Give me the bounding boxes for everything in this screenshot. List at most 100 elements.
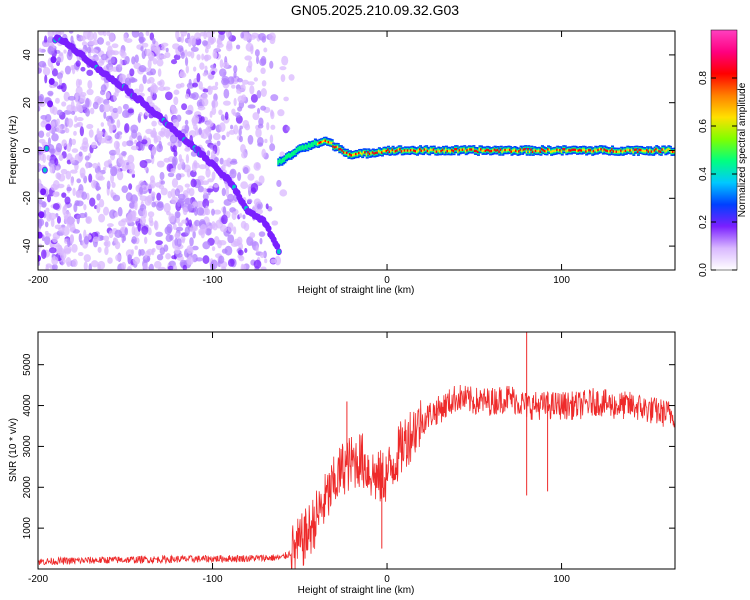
- track-band-peak: [598, 147, 602, 151]
- track-band-peak: [579, 148, 583, 152]
- noise-speckle: [59, 250, 67, 260]
- noise-speckle: [202, 72, 208, 77]
- noise-speckle: [123, 33, 128, 42]
- noise-speckle: [130, 78, 138, 83]
- colorbar-ticks: 0.0 0.2 0.4 0.6 0.8: [698, 71, 737, 277]
- track-band-peak: [376, 151, 380, 154]
- noise-speckle: [115, 254, 122, 262]
- track-band-peak: [545, 150, 549, 153]
- track-band-peak: [511, 149, 515, 153]
- track-band-peak: [316, 142, 320, 146]
- track-band-peak: [324, 139, 328, 142]
- noise-speckle: [249, 34, 257, 40]
- noise-speckle: [56, 124, 62, 134]
- noise-speckle: [202, 255, 210, 264]
- noise-speckle: [269, 143, 276, 152]
- noise-speckle: [89, 107, 95, 115]
- track-band-peak: [588, 148, 592, 152]
- noise-speckle: [247, 81, 255, 86]
- noise-speckle: [126, 212, 135, 223]
- track-band-peak: [403, 149, 407, 152]
- noise-speckle: [65, 170, 72, 180]
- track-band-peak: [568, 149, 572, 152]
- track-band-peak: [533, 148, 537, 152]
- track-band-core: [286, 153, 290, 159]
- noise-speckle: [91, 141, 97, 149]
- noise-speckle: [85, 108, 91, 117]
- noise-speckle: [244, 123, 251, 131]
- noise-speckle: [66, 261, 71, 267]
- track-band-peak: [367, 151, 371, 154]
- track-band-peak: [326, 140, 330, 144]
- noise-speckle: [58, 154, 64, 161]
- noise-speckle: [42, 66, 51, 76]
- noise-speckle: [228, 129, 236, 135]
- snr-ylabel: SNR (10 * v/v): [8, 418, 19, 482]
- track-band-peak: [563, 148, 567, 151]
- noise-speckle: [114, 229, 123, 238]
- track-band-peak: [586, 149, 590, 152]
- noise-speckle: [82, 31, 91, 40]
- noise-speckle: [108, 32, 115, 43]
- noise-speckle: [170, 104, 175, 111]
- noise-speckle: [142, 74, 147, 84]
- noise-speckle: [61, 82, 67, 93]
- noise-speckle: [70, 35, 74, 44]
- noise-speckle: [156, 58, 164, 67]
- noise-speckle: [204, 205, 209, 216]
- noise-speckle: [196, 54, 201, 61]
- colorbar-tick-label: 0.8: [698, 71, 709, 85]
- track-band-peak: [397, 148, 401, 151]
- track-band-peak: [355, 152, 359, 156]
- noise-speckle: [286, 126, 291, 132]
- noise-speckle: [240, 220, 247, 229]
- noise-speckle: [88, 173, 93, 183]
- track-band-peak: [425, 147, 429, 151]
- noise-speckle: [226, 40, 233, 50]
- noise-speckle: [184, 119, 189, 126]
- noise-speckle: [185, 154, 190, 164]
- noise-speckle: [242, 167, 249, 174]
- noise-speckle: [113, 237, 117, 244]
- noise-speckle: [244, 247, 248, 254]
- noise-speckle: [46, 194, 52, 203]
- track-band-peak: [556, 148, 560, 151]
- noise-speckle: [63, 49, 67, 54]
- noise-speckle: [239, 213, 243, 218]
- noise-speckle: [139, 159, 148, 169]
- noise-speckle: [155, 240, 163, 246]
- noise-speckle: [141, 139, 148, 145]
- spectrogram-xlabel: Height of straight line (km): [298, 285, 415, 296]
- noise-speckle: [193, 162, 200, 169]
- noise-speckle: [116, 119, 121, 129]
- noise-speckle: [211, 99, 219, 109]
- noise-speckle: [240, 32, 244, 39]
- noise-speckle: [202, 241, 211, 250]
- track-band-peak: [364, 151, 368, 154]
- noise-speckle: [119, 49, 125, 57]
- track-band-peak: [655, 147, 659, 151]
- noise-speckle: [184, 197, 192, 205]
- noise-speckle: [221, 77, 230, 86]
- noise-speckle: [129, 68, 135, 77]
- noise-speckle: [171, 178, 179, 188]
- track-band-peak: [399, 148, 403, 151]
- noise-speckle: [107, 159, 112, 165]
- noise-speckle: [147, 58, 152, 69]
- noise-speckle: [184, 226, 190, 236]
- noise-speckle: [58, 226, 65, 233]
- noise-speckle: [247, 104, 256, 109]
- noise-speckle: [103, 111, 107, 119]
- track-band-peak: [394, 150, 398, 153]
- track-peak: [276, 249, 281, 255]
- track-band-core: [300, 145, 304, 151]
- noise-speckle: [139, 186, 144, 195]
- track-band-peak: [437, 149, 441, 152]
- noise-speckle: [187, 203, 194, 211]
- track-band-peak: [452, 149, 456, 153]
- noise-speckle: [138, 65, 147, 73]
- noise-speckle: [218, 109, 223, 116]
- noise-speckle: [214, 81, 219, 87]
- noise-speckle: [181, 238, 185, 244]
- track-band-peak: [353, 153, 357, 156]
